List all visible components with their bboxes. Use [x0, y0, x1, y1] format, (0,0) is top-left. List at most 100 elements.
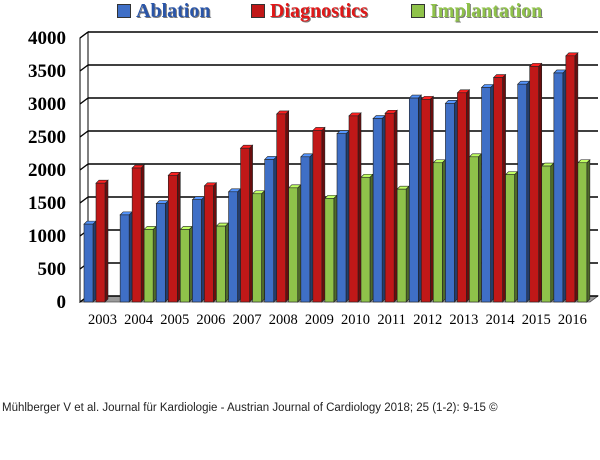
- x-tick-label-2006: 2006: [196, 312, 225, 328]
- bar-implantation-2006: [216, 225, 226, 303]
- bar-side-implantation-2013: [478, 153, 482, 303]
- y-tick-label-500: 500: [38, 259, 67, 280]
- bar-side-ablation-2015: [526, 80, 531, 303]
- bar-side-ablation-2011: [381, 114, 386, 303]
- bar-side-diagnostics-2011: [393, 109, 398, 303]
- bar-side-diagnostics-2014: [502, 73, 506, 303]
- legend: Ablation Diagnostics Implantation: [0, 0, 600, 22]
- y-tick-label-4000: 4000: [28, 28, 66, 49]
- bar-side-implantation-2016: [586, 159, 591, 303]
- bar-side-implantation-2006: [225, 222, 229, 303]
- bar-side-diagnostics-2012: [429, 95, 434, 303]
- bar-diagnostics-2008: [276, 113, 287, 303]
- legend-label-ablation: Ablation: [136, 0, 211, 22]
- bar-diagnostics-2009: [312, 130, 323, 303]
- y-tick-label-3000: 3000: [28, 94, 66, 115]
- bar-diagnostics-2016: [565, 55, 576, 303]
- bar-ablation-2008: [264, 159, 275, 303]
- bar-diagnostics-2011: [384, 112, 395, 303]
- x-tick-label-2012: 2012: [413, 312, 442, 328]
- legend-item-implantation: Implantation: [411, 0, 542, 22]
- bar-diagnostics-2012: [420, 99, 431, 303]
- gridline-diag-3500: [79, 64, 89, 72]
- bar-side-ablation-2009: [309, 153, 314, 303]
- citation: Mühlberger V et al. Journal für Kardiolo…: [2, 402, 498, 414]
- x-tick-label-2010: 2010: [341, 312, 370, 328]
- bar-side-ablation-2016: [562, 69, 567, 303]
- bar-diagnostics-2005: [167, 174, 178, 303]
- chart: Ablation Diagnostics Implantation 0 500 10…: [0, 0, 600, 328]
- bar-side-implantation-2007: [261, 190, 265, 303]
- bar-diagnostics-2004: [131, 167, 142, 303]
- x-tick-label-2011: 2011: [377, 312, 405, 328]
- bar-diagnostics-2007: [240, 147, 250, 303]
- bar-implantation-2015: [541, 165, 552, 303]
- bar-side-ablation-2005: [164, 199, 169, 303]
- x-tick-label-2003: 2003: [88, 312, 117, 328]
- bar-side-diagnostics-2010: [357, 112, 362, 303]
- bar-ablation-2009: [300, 156, 311, 303]
- x-tick-label-2005: 2005: [160, 312, 189, 328]
- bar-implantation-2011: [396, 188, 407, 303]
- bar-ablation-2016: [553, 72, 564, 303]
- bar-implantation-2013: [469, 156, 479, 303]
- bar-implantation-2014: [505, 174, 515, 303]
- gridline-diag-1500: [79, 196, 89, 204]
- legend-item-diagnostics: Diagnostics: [251, 0, 368, 22]
- bar-side-ablation-2010: [345, 129, 350, 303]
- gridline-diag-3000: [79, 97, 89, 105]
- bar-implantation-2004: [143, 229, 154, 303]
- bar-side-implantation-2005: [188, 225, 193, 303]
- bar-side-diagnostics-2008: [285, 110, 290, 303]
- bar-ablation-2014: [481, 87, 491, 303]
- bar-side-ablation-2013: [454, 99, 458, 303]
- bar-side-diagnostics-2009: [321, 126, 326, 303]
- legend-swatch-ablation: [117, 4, 131, 18]
- bar-side-diagnostics-2006: [213, 182, 217, 303]
- bar-diagnostics-2015: [529, 66, 540, 303]
- bar-ablation-2013: [445, 103, 455, 303]
- gridline-diag-2000: [79, 163, 89, 171]
- bar-side-diagnostics-2016: [574, 52, 579, 303]
- legend-swatch-implantation: [411, 4, 425, 18]
- y-tick-label-1000: 1000: [28, 226, 66, 247]
- bar-side-ablation-2012: [417, 94, 422, 303]
- bar-side-diagnostics-2003: [104, 179, 109, 303]
- y-tick-label-0: 0: [57, 292, 67, 313]
- bar-side-implantation-2012: [441, 159, 446, 303]
- gridline-diag-4000: [79, 31, 89, 39]
- bar-side-diagnostics-2007: [249, 144, 253, 303]
- bar-side-ablation-2006: [201, 195, 205, 303]
- chart-plot: 0 500 1000 1500 2000 2500 3000 3500 4000 2003 2004…: [28, 28, 600, 328]
- bar-side-diagnostics-2015: [538, 62, 543, 303]
- bar-side-implantation-2010: [369, 173, 374, 303]
- bar-side-implantation-2011: [405, 185, 410, 303]
- gridline-diag-2500: [79, 130, 89, 138]
- bar-diagnostics-2014: [493, 77, 503, 303]
- y-tick-label-2500: 2500: [28, 127, 66, 148]
- legend-label-implantation: Implantation: [430, 0, 543, 22]
- bar-diagnostics-2006: [204, 185, 214, 303]
- x-tick-label-2008: 2008: [269, 312, 298, 328]
- bar-ablation-2006: [192, 199, 202, 303]
- bar-side-implantation-2008: [297, 184, 302, 303]
- y-tick-label-2000: 2000: [28, 160, 66, 181]
- x-tick-label-2013: 2013: [449, 312, 478, 328]
- legend-item-ablation: Ablation: [117, 0, 210, 22]
- bar-ablation-2004: [119, 214, 130, 303]
- y-tick-label-3500: 3500: [28, 61, 66, 82]
- x-tick-label-2004: 2004: [124, 312, 154, 328]
- bar-side-implantation-2004: [152, 225, 157, 303]
- bar-implantation-2016: [577, 162, 588, 303]
- bar-side-ablation-2008: [273, 155, 278, 303]
- bar-implantation-2008: [288, 187, 299, 303]
- x-tick-label-2007: 2007: [233, 312, 262, 328]
- bar-side-diagnostics-2005: [176, 171, 181, 303]
- bar-side-ablation-2003: [92, 220, 97, 303]
- bar-ablation-2005: [155, 203, 166, 303]
- bar-diagnostics-2013: [457, 92, 467, 303]
- bar-side-ablation-2004: [128, 211, 133, 303]
- bar-implantation-2009: [324, 198, 335, 303]
- bar-implantation-2010: [360, 176, 371, 303]
- bar-implantation-2005: [179, 229, 190, 303]
